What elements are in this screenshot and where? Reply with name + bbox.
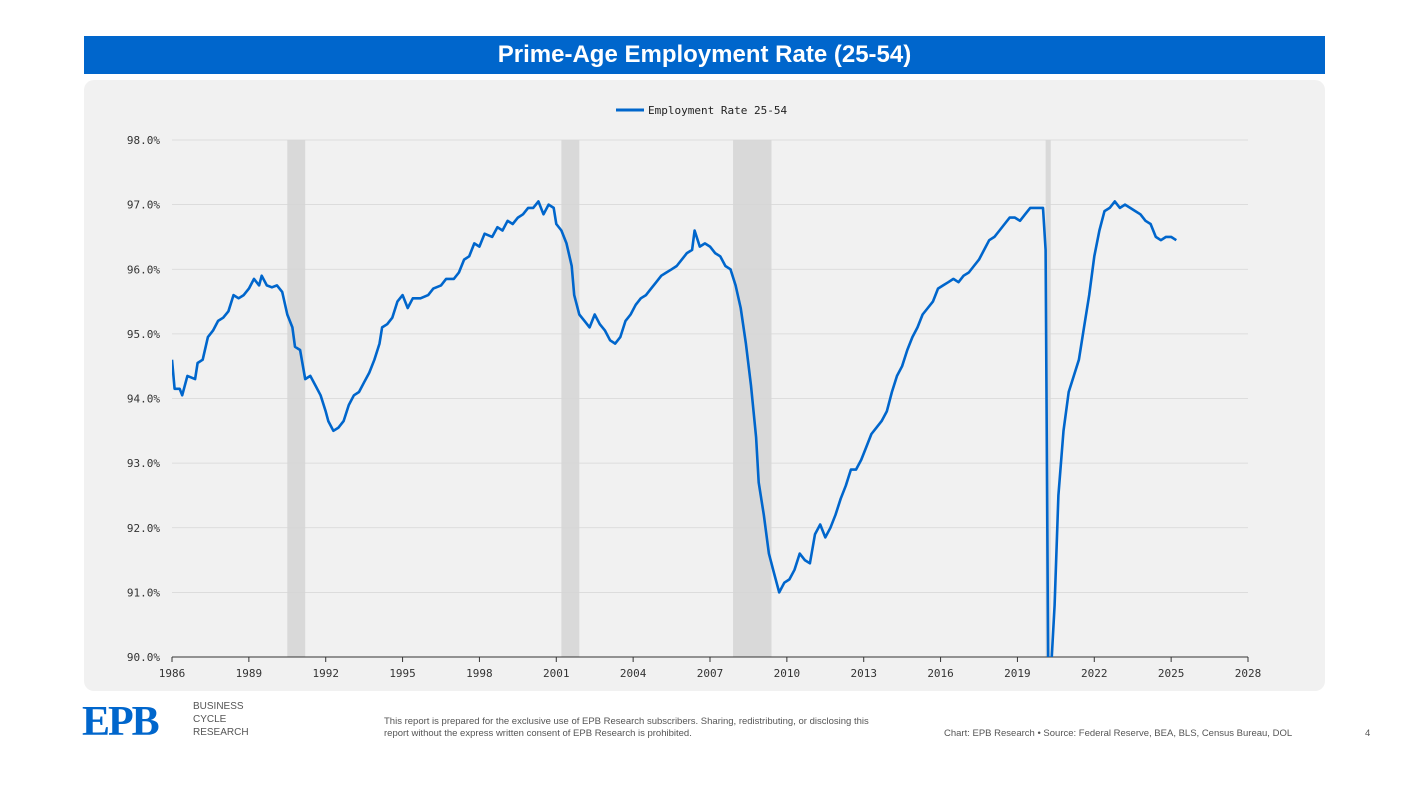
y-tick-label: 93.0%	[127, 457, 160, 470]
logo-mark: EPB	[82, 699, 160, 745]
logo-text: BUSINESS CYCLE RESEARCH	[193, 700, 249, 739]
logo-line-cycle: CYCLE	[193, 714, 227, 725]
x-tick-label: 1995	[389, 667, 416, 680]
x-tick-label: 1986	[159, 667, 186, 680]
y-tick-label: 95.0%	[127, 328, 160, 341]
x-tick-label: 2001	[543, 667, 570, 680]
logo-line-business: BUSINESS	[193, 701, 244, 712]
logo-line-research: RESEARCH	[193, 727, 249, 738]
x-tick-label: 2010	[774, 667, 801, 680]
x-tick-label: 2004	[620, 667, 647, 680]
y-tick-label: 97.0%	[127, 199, 160, 212]
series-line	[172, 200, 1177, 657]
source-text: Chart: EPB Research • Source: Federal Re…	[944, 728, 1293, 739]
line-chart: 98.0% 97.0% 96.0% 95.0% 94.0% 93.0% 92.0% 91.0%…	[127, 104, 1262, 680]
x-tick-label: 2016	[927, 667, 954, 680]
x-tick-label: 2028	[1235, 667, 1262, 680]
chart-panel: 98.0% 97.0% 96.0% 95.0% 94.0% 93.0% 92.0% 91.0%…	[84, 80, 1325, 691]
y-tick-label: 91.0%	[127, 586, 160, 599]
y-tick-label: 96.0%	[127, 263, 160, 276]
x-tick-label: 1989	[236, 667, 263, 680]
legend-label: Employment Rate 25-54	[648, 104, 787, 117]
y-tick-label: 94.0%	[127, 393, 160, 406]
disclaimer-text: This report is prepared for the exclusiv…	[384, 716, 869, 739]
chart-title: Prime-Age Employment Rate (25-54)	[84, 36, 1325, 74]
page-number: 4	[1365, 728, 1371, 739]
y-tick-label: 98.0%	[127, 134, 160, 147]
x-tick-label: 2025	[1158, 667, 1185, 680]
x-tick-label: 1998	[466, 667, 493, 680]
x-tick-label: 1992	[312, 667, 339, 680]
x-tick-label: 2007	[697, 667, 724, 680]
x-tick-label: 2022	[1081, 667, 1108, 680]
x-tick-label: 2019	[1004, 667, 1031, 680]
y-tick-label: 90.0%	[127, 651, 160, 664]
y-tick-label: 92.0%	[127, 522, 160, 535]
x-tick-label: 2013	[850, 667, 877, 680]
